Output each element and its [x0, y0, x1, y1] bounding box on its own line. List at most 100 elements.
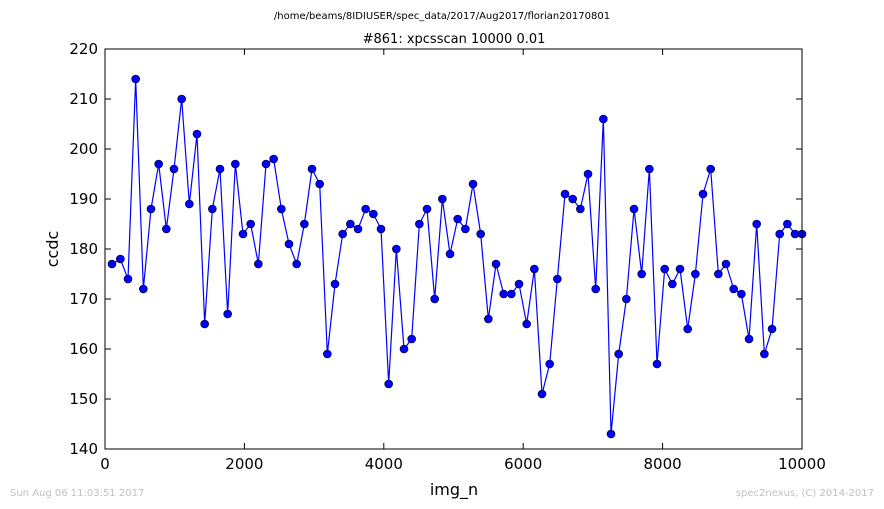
data-point [185, 199, 194, 209]
data-point [445, 249, 455, 259]
data-point [139, 284, 148, 294]
footer-credit: spec2nexus, (C) 2014-2017 [735, 488, 874, 499]
data-point [200, 319, 209, 329]
data-point [744, 334, 754, 344]
data-point [576, 204, 585, 214]
data-point [323, 349, 332, 359]
y-tick-label: 170 [69, 290, 98, 308]
data-point [691, 269, 700, 279]
data-point [767, 324, 777, 334]
data-point [307, 164, 317, 174]
y-axis-label: ccdc [43, 231, 62, 268]
data-point [353, 224, 363, 234]
data-point [254, 259, 263, 269]
data-point [599, 114, 608, 124]
x-tick-label: 10000 [778, 455, 826, 473]
file-path-header: /home/beams/8IDIUSER/spec_data/2017/Aug2… [274, 11, 610, 22]
data-point [162, 224, 171, 234]
data-point [422, 204, 432, 214]
data-point [376, 224, 386, 234]
data-point [269, 154, 278, 164]
data-point [522, 319, 531, 329]
data-point [246, 219, 255, 229]
y-tick-label: 190 [69, 190, 98, 208]
data-point [683, 324, 692, 334]
data-point [369, 209, 378, 219]
data-point [177, 94, 186, 104]
data-point [568, 194, 577, 204]
x-tick-label: 8000 [644, 455, 682, 473]
data-point [752, 219, 761, 229]
data-point [430, 294, 439, 304]
data-point [277, 204, 286, 214]
data-point [169, 164, 179, 174]
data-point [192, 129, 202, 139]
data-point [507, 289, 516, 299]
y-tick-label: 150 [69, 390, 98, 408]
y-tick-label: 210 [69, 90, 98, 108]
data-point [706, 164, 715, 174]
data-point [461, 224, 470, 234]
data-point [346, 219, 355, 229]
data-point [338, 229, 347, 239]
data-point [660, 264, 669, 274]
data-point [300, 219, 309, 229]
data-point [530, 264, 539, 274]
data-point [223, 309, 232, 319]
data-point [737, 289, 746, 299]
data-point [629, 204, 639, 214]
data-point [384, 379, 393, 389]
chart-title: #861: xpcsscan 10000 0.01 [363, 32, 546, 47]
data-point [652, 359, 662, 369]
data-point [116, 254, 125, 264]
plot-frame [104, 48, 803, 450]
data-point [775, 229, 784, 239]
data-point [415, 219, 424, 229]
data-point [330, 279, 340, 289]
x-axis-label: img_n [430, 480, 478, 500]
data-point [614, 349, 623, 359]
data-point [123, 274, 133, 284]
data-point [553, 274, 562, 284]
data-point [231, 159, 240, 169]
data-point [399, 344, 409, 354]
data-point [238, 229, 248, 239]
y-tick-label: 140 [69, 440, 98, 458]
data-point [729, 284, 738, 294]
data-point [583, 169, 593, 179]
data-point [714, 269, 723, 279]
data-point [261, 159, 271, 169]
data-point [606, 429, 616, 439]
data-point [131, 74, 140, 84]
data-point [438, 194, 447, 204]
data-point [146, 204, 156, 214]
data-point [537, 389, 547, 399]
data-point [591, 284, 600, 294]
data-point [292, 259, 301, 269]
x-tick-label: 0 [100, 455, 110, 473]
x-tick-label: 4000 [365, 455, 403, 473]
x-tick-label: 2000 [225, 455, 263, 473]
data-point [315, 179, 324, 189]
data-point [107, 259, 117, 269]
data-point [545, 359, 554, 369]
plot-area: 0 2000 4000 6000 8000 10000 140 150 160 170 180 190… [69, 40, 826, 473]
data-point [476, 229, 485, 239]
data-point [698, 189, 708, 199]
data-point [208, 204, 217, 214]
data-point [622, 294, 631, 304]
data-point [675, 264, 685, 274]
y-tick-label: 180 [69, 240, 98, 258]
data-point [499, 289, 508, 299]
data-point [484, 314, 493, 324]
data-point [560, 189, 570, 199]
footer-timestamp: Sun Aug 06 11:03:51 2017 [10, 488, 145, 499]
data-point [645, 164, 654, 174]
y-tick-label: 200 [69, 140, 98, 158]
x-tick-label: 6000 [504, 455, 542, 473]
data-point [491, 259, 501, 269]
y-tick-label: 220 [69, 40, 98, 58]
series-line [111, 78, 802, 435]
data-point [721, 259, 731, 269]
